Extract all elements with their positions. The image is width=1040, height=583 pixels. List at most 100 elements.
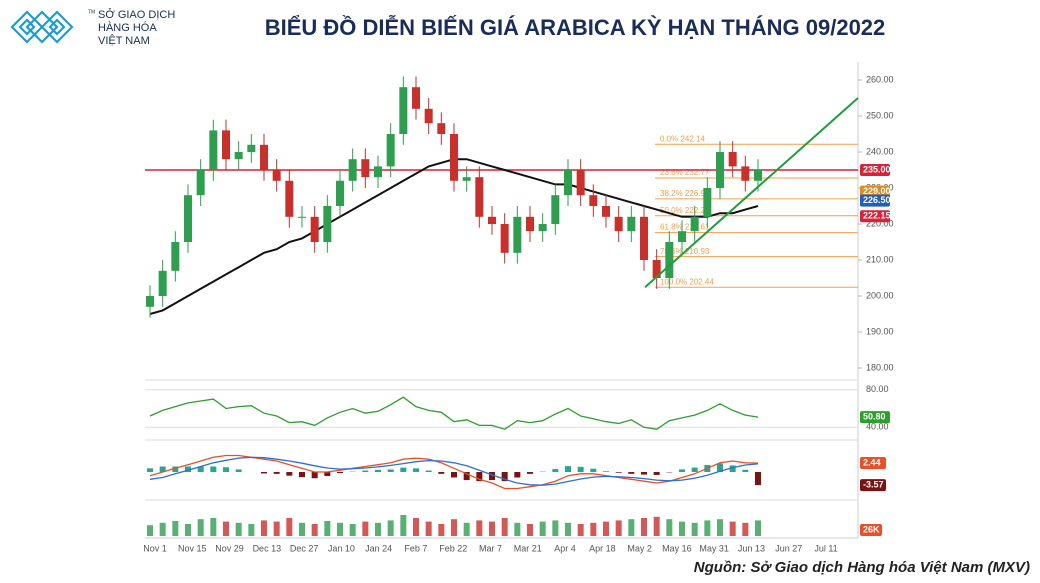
rsi-line xyxy=(149,396,759,430)
price-tag-label: -3.57 xyxy=(863,479,884,489)
x-tick-label: Jan 24 xyxy=(365,543,392,553)
macd-histogram-bar xyxy=(691,467,698,472)
x-tick-label: Jun 27 xyxy=(775,543,802,553)
volume-bar xyxy=(577,524,584,536)
volume-bar xyxy=(704,520,711,536)
volume-bar xyxy=(210,518,217,536)
candle-body xyxy=(526,216,534,232)
candle-body xyxy=(741,166,750,181)
candle-body xyxy=(399,87,408,134)
macd-histogram-bar xyxy=(451,472,457,478)
candle-body xyxy=(500,224,509,253)
y-tick-label: 180.00 xyxy=(866,362,894,372)
macd-histogram-bar xyxy=(577,466,584,472)
candle-body xyxy=(146,296,154,307)
candle-body xyxy=(754,170,762,181)
price-tag-label: 50.80 xyxy=(863,412,886,422)
volume-bar xyxy=(387,520,394,536)
candle-body xyxy=(234,152,243,160)
volume-tag-label: 26K xyxy=(863,524,880,534)
macd-histogram-bar xyxy=(755,472,761,486)
candle-body xyxy=(272,170,281,181)
candle-body xyxy=(171,242,180,271)
macd-histogram-bar xyxy=(147,468,153,472)
candle-body xyxy=(412,87,420,109)
macd-histogram-bar xyxy=(679,469,685,472)
macd-histogram-bar xyxy=(476,472,483,482)
volume-bar xyxy=(514,522,521,536)
candle-body xyxy=(450,134,458,181)
volume-bar xyxy=(425,521,432,536)
y-tick-label: 80.00 xyxy=(866,384,889,394)
volume-bar xyxy=(628,519,635,536)
candle-body xyxy=(627,216,636,232)
volume-bar xyxy=(590,522,597,536)
macd-histogram-bar xyxy=(653,472,660,475)
candle-body xyxy=(488,216,496,224)
volume-bar xyxy=(147,525,153,536)
volume-bar xyxy=(337,522,343,536)
x-tick-label: Jun 13 xyxy=(738,543,765,553)
y-tick-label: 250.00 xyxy=(866,110,894,120)
volume-bar xyxy=(666,519,673,536)
x-tick-label: Apr 4 xyxy=(554,543,576,553)
price-tag-label: 226.50 xyxy=(863,195,891,205)
candle-body xyxy=(348,159,357,181)
x-tick-label: Jul 11 xyxy=(814,543,837,553)
fib-label: 50.0% 222.29 xyxy=(660,206,710,215)
macd-histogram-bar xyxy=(197,466,204,472)
volume-bar xyxy=(159,522,166,536)
x-tick-label: Nov 1 xyxy=(143,543,167,553)
candle-body xyxy=(589,195,598,206)
candle-body xyxy=(310,216,319,242)
candle-body xyxy=(640,216,648,260)
macd-histogram-bar xyxy=(286,472,293,476)
price-tag-label: 2.44 xyxy=(863,457,881,467)
macd-histogram-bar xyxy=(527,472,533,474)
macd-histogram-bar xyxy=(628,472,635,474)
candle-body xyxy=(716,152,724,188)
candle-body xyxy=(551,195,560,224)
macd-histogram-bar xyxy=(463,472,470,481)
macd-histogram-bar xyxy=(603,471,609,472)
x-tick-label: Dec 27 xyxy=(290,543,319,553)
volume-bar xyxy=(185,524,191,536)
candle-body xyxy=(564,170,572,196)
volume-bar xyxy=(286,518,293,536)
logo-shape xyxy=(10,10,74,44)
candle-body xyxy=(513,216,522,253)
volume-bar xyxy=(311,524,318,536)
volume-bar xyxy=(742,522,749,536)
candle-body xyxy=(728,152,737,167)
macd-histogram-bar xyxy=(210,466,217,472)
x-tick-label: Nov 15 xyxy=(178,543,207,553)
macd-histogram-bar xyxy=(641,472,647,475)
x-tick-label: Mar 7 xyxy=(479,543,502,553)
chart-title: BIỂU ĐỒ DIỄN BIẾN GIÁ ARABICA KỲ HẠN THÁ… xyxy=(265,14,886,40)
macd-histogram-bar xyxy=(565,466,571,472)
volume-bar xyxy=(324,521,331,536)
macd-histogram-bar xyxy=(324,472,331,477)
macd-histogram-bar xyxy=(400,467,407,472)
macd-histogram-bar xyxy=(742,469,749,472)
macd-histogram-bar xyxy=(273,472,280,474)
volume-bar xyxy=(755,520,761,536)
macd-histogram-bar xyxy=(387,469,394,472)
y-tick-label: 40.00 xyxy=(866,422,889,432)
y-tick-label: 190.00 xyxy=(866,326,894,336)
fib-label: 23.6% 232.77 xyxy=(660,168,710,177)
volume-bar xyxy=(565,522,571,536)
macd-histogram-bar xyxy=(235,469,242,472)
candle-body xyxy=(298,216,306,218)
volume-bar xyxy=(539,521,546,536)
volume-bar xyxy=(235,522,242,536)
source: Nguồn: Sở Giao dịch Hàng hóa Việt Nam (M… xyxy=(694,559,1030,576)
volume-bar xyxy=(451,519,457,536)
volume-bar xyxy=(400,515,407,536)
logo-text: VIỆT NAM xyxy=(98,34,150,47)
x-tick-label: Feb 7 xyxy=(404,543,427,553)
logo-text: HÀNG HÓA xyxy=(98,21,157,34)
x-tick-label: Dec 13 xyxy=(253,543,282,553)
logo-text: SỞ GIAO DỊCH xyxy=(98,8,175,21)
candle-body xyxy=(386,134,395,167)
